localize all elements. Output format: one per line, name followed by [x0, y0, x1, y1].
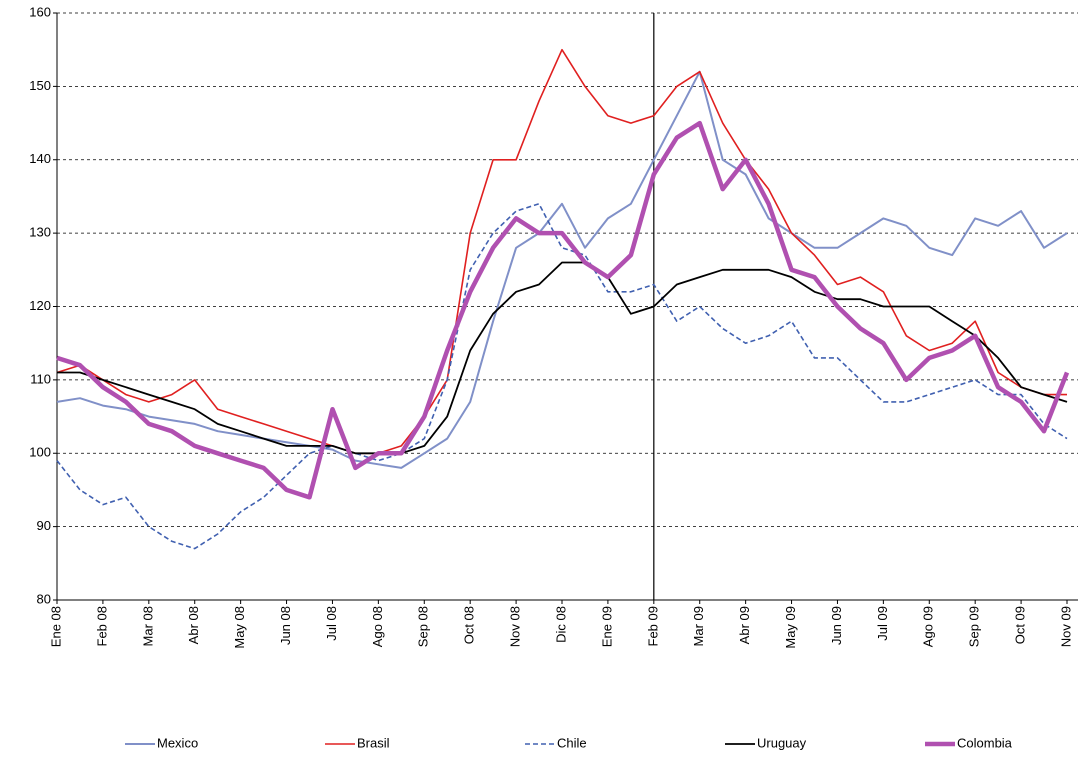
x-tick-label: Sep 08 [416, 606, 431, 647]
x-tick-label: Feb 08 [94, 606, 109, 646]
y-tick-label: 90 [37, 518, 51, 533]
series-line [56, 48, 1067, 455]
x-tick-label: Ago 09 [921, 606, 936, 647]
x-tick-label: Jun 08 [278, 606, 293, 645]
y-tick-label: 140 [29, 151, 51, 166]
series-line [56, 70, 1068, 469]
x-tick-label: May 09 [783, 606, 798, 649]
legend-label: Chile [557, 735, 587, 750]
series-line [57, 261, 1068, 455]
legend-label: Mexico [157, 735, 198, 750]
x-tick-label: Nov 09 [1058, 606, 1073, 647]
x-tick-label: Mar 08 [140, 606, 155, 646]
y-tick-label: 160 [29, 4, 51, 19]
x-tick-label: Sep 09 [967, 606, 982, 647]
x-tick-label: Feb 09 [645, 606, 660, 646]
y-tick-label: 150 [29, 78, 51, 93]
x-tick-label: Oct 09 [1013, 606, 1028, 644]
x-tick-label: Jul 08 [324, 606, 339, 641]
series-line [56, 120, 1070, 500]
x-tick-label: Jun 09 [829, 606, 844, 645]
x-tick-label: May 08 [232, 606, 247, 649]
legend-label: Uruguay [757, 735, 807, 750]
x-tick-label: Jul 09 [875, 606, 890, 641]
x-tick-label: Nov 08 [508, 606, 523, 647]
y-tick-label: 110 [30, 371, 51, 386]
x-tick-label: Oct 08 [462, 606, 477, 644]
x-tick-label: Mar 09 [691, 606, 706, 646]
y-tick-label: 80 [37, 591, 51, 606]
x-tick-label: Ene 08 [48, 606, 63, 647]
x-tick-label: Ene 09 [599, 606, 614, 647]
y-tick-label: 120 [29, 298, 51, 313]
y-tick-label: 130 [29, 225, 51, 240]
legend-label: Brasil [357, 735, 390, 750]
x-tick-label: Ago 08 [370, 606, 385, 647]
x-tick-label: Abr 08 [186, 606, 201, 644]
legend-label: Colombia [957, 735, 1013, 750]
y-tick-label: 100 [29, 445, 51, 460]
x-tick-label: Dic 08 [553, 606, 568, 643]
x-tick-label: Abr 09 [737, 606, 752, 644]
series-line [56, 203, 1068, 550]
